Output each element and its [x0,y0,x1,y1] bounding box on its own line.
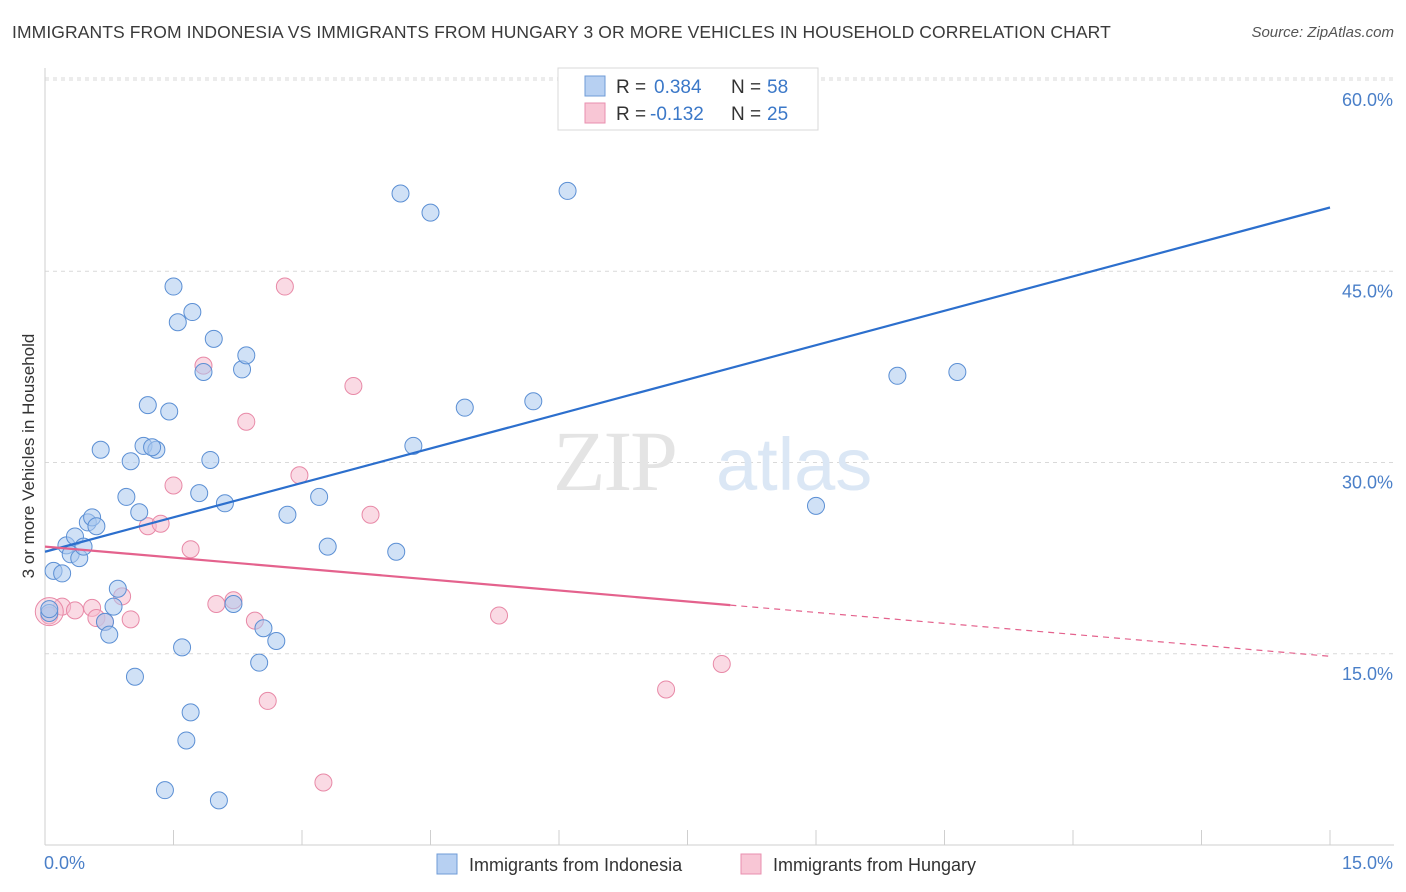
hungary-point [314,773,333,792]
source-label: Source: ZipAtlas.com [1251,24,1394,41]
hungary-trend-line [44,545,731,607]
hungary-point [237,412,256,431]
hungary-point [657,680,676,699]
indonesia-point [100,625,119,644]
hungary-point [65,601,84,620]
indonesia-point [404,436,423,455]
indonesia-point [948,362,967,381]
hungary-point [490,606,509,625]
indonesia-point [387,542,406,561]
trend-lines [44,206,1331,657]
y-tick-label-30: 30.0% [1342,473,1393,493]
x-tick-label-min: 0.0% [44,853,85,873]
y-tick-label-45: 45.0% [1342,281,1393,301]
legend-n-label-2: N = [731,104,761,125]
indonesia-point [888,366,907,385]
indonesia-point [250,653,269,672]
hungary-point [164,476,183,495]
indonesia-point [91,440,110,459]
hungary-point [207,595,226,614]
hungary-point [712,654,731,673]
indonesia-point [143,438,162,457]
hungary-point [275,277,294,296]
indonesia-point [254,619,273,638]
indonesia-point [204,329,223,348]
indonesia-point [224,595,243,614]
legend-n-value-1: 58 [767,77,788,98]
correlation-legend: R = 0.384 N = 58 R = -0.132 N = 25 [557,67,819,131]
legend-n-label-1: N = [731,77,761,98]
indonesia-point [87,517,106,536]
indonesia-point [40,600,59,619]
legend-swatch-indonesia [584,75,606,97]
indonesia-point [190,484,209,503]
bottom-legend-label-hungary: Immigrants from Hungary [773,855,976,875]
legend-r-label-1: R = [616,77,646,98]
indonesia-point [209,791,228,810]
indonesia-point [310,487,329,506]
hungary-point [361,505,380,524]
hungary-point [181,540,200,559]
indonesia-point [53,564,72,583]
indonesia-point [138,396,157,415]
indonesia-point [318,537,337,556]
indonesia-point [125,667,144,686]
x-tick-marks [44,830,1331,845]
indonesia-point [177,731,196,750]
indonesia-point [108,579,127,598]
indonesia-point [267,632,286,650]
legend-swatch-hungary [584,102,606,124]
indonesia-point [183,303,202,322]
indonesia-point [104,597,123,616]
hungary-point [344,377,363,395]
hungary-trend-line-extrapolated [730,604,1331,657]
indonesia-point [160,402,179,421]
y-tick-label-15: 15.0% [1342,664,1393,684]
legend-n-value-2: 25 [767,104,788,125]
indonesia-point [237,346,256,365]
indonesia-point [181,703,200,722]
bottom-legend-label-indonesia: Immigrants from Indonesia [469,855,683,875]
x-tick-label-max: 15.0% [1342,853,1393,873]
indonesia-point [168,313,187,332]
legend-r-value-1: 0.384 [654,77,702,98]
hungary-point [151,514,170,533]
indonesia-point [121,452,140,471]
indonesia-point [807,496,825,515]
indonesia-point [130,503,149,522]
indonesia-point [391,184,410,203]
y-tick-label-60: 60.0% [1342,90,1393,110]
indonesia-point [278,505,297,524]
indonesia-point [455,398,474,417]
watermark-atlas: atlas [716,423,872,506]
y-tick-labels: 15.0% 30.0% 45.0% 60.0% [1342,90,1393,684]
chart-title: IMMIGRANTS FROM INDONESIA VS IMMIGRANTS … [12,22,1111,42]
indonesia-point [155,781,174,800]
bottom-legend-swatch-indonesia [436,853,458,875]
legend-r-label-2: R = [616,104,646,125]
hungary-point [258,691,277,710]
series-legend: Immigrants from Indonesia Immigrants fro… [436,853,976,875]
legend-r-value-2: -0.132 [650,104,704,125]
indonesia-point [164,277,183,296]
indonesia-points [40,181,967,810]
indonesia-point [173,638,192,657]
indonesia-point [558,181,577,200]
watermark-zip: ZIP [553,413,676,509]
indonesia-point [421,203,440,222]
hungary-point [121,610,140,629]
indonesia-point [117,487,136,506]
indonesia-point [524,392,543,411]
indonesia-point [194,362,213,381]
y-axis-label: 3 or more Vehicles in Household [19,334,38,579]
indonesia-point [201,450,220,469]
indonesia-trend-line [44,206,1331,553]
bottom-legend-swatch-hungary [740,853,762,875]
hungary-points [34,277,731,792]
